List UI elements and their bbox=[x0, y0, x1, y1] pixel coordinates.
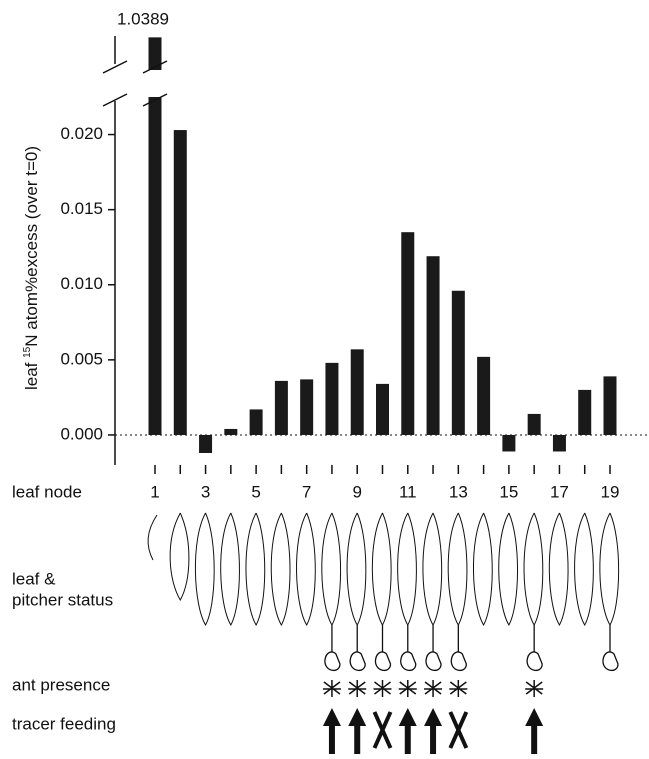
ant bbox=[525, 680, 544, 697]
x-tick-label: 5 bbox=[251, 482, 260, 501]
ant bbox=[398, 680, 417, 697]
leaf bbox=[346, 512, 367, 627]
bar bbox=[401, 232, 415, 435]
y-tick-label: 0.020 bbox=[60, 124, 103, 143]
bar bbox=[552, 434, 566, 452]
bar bbox=[527, 413, 541, 435]
leaf bbox=[574, 512, 594, 627]
pitcher bbox=[602, 625, 619, 671]
axis-break bbox=[102, 93, 128, 107]
pitcher bbox=[400, 625, 417, 671]
bar bbox=[376, 383, 389, 435]
x-tick-label: 9 bbox=[352, 482, 361, 501]
leaf bbox=[548, 512, 569, 627]
bar bbox=[199, 434, 213, 453]
pitcher bbox=[374, 625, 392, 671]
ant bbox=[373, 680, 392, 697]
leaf bbox=[245, 512, 266, 627]
axis-break bbox=[102, 60, 128, 74]
pitcher bbox=[349, 625, 366, 671]
ant-label: ant presence bbox=[12, 675, 110, 694]
ant bbox=[322, 680, 341, 697]
x-tick-label: 7 bbox=[302, 482, 311, 501]
x-tick-label: 15 bbox=[499, 482, 518, 501]
bar bbox=[451, 290, 465, 435]
value-label: 1.0389 bbox=[117, 9, 169, 28]
bar bbox=[603, 376, 617, 435]
bar bbox=[274, 380, 288, 435]
axis-break bbox=[142, 93, 168, 107]
x-tick-label: 13 bbox=[449, 482, 468, 501]
y-tick-label: 0.015 bbox=[60, 199, 103, 218]
bar bbox=[502, 434, 516, 452]
no-feeding bbox=[372, 711, 393, 749]
bar bbox=[350, 349, 364, 435]
status-label: leaf & bbox=[12, 569, 56, 588]
y-label-sup: 15 bbox=[22, 346, 33, 358]
bar-upper bbox=[148, 37, 162, 70]
leaf bbox=[169, 512, 190, 602]
y-axis-label: leaf 15N atom%excess (over t=0) bbox=[22, 146, 42, 390]
leaf bbox=[523, 512, 544, 627]
x-tick-label: 11 bbox=[399, 482, 417, 501]
leaf bbox=[397, 512, 417, 627]
leaf bbox=[321, 512, 342, 627]
bar bbox=[224, 428, 238, 435]
x-tick-label: 1 bbox=[150, 482, 159, 501]
bar bbox=[325, 362, 339, 435]
pitcher bbox=[324, 625, 341, 671]
leaf bbox=[270, 512, 291, 627]
ant bbox=[424, 680, 443, 697]
bar bbox=[173, 130, 187, 435]
status-label: pitcher status bbox=[12, 590, 113, 609]
leaf bbox=[371, 512, 392, 627]
x-axis-label: leaf node bbox=[12, 482, 82, 501]
pitcher bbox=[526, 625, 543, 671]
no-feeding bbox=[448, 711, 469, 749]
x-tick-label: 17 bbox=[550, 482, 569, 501]
leaf bbox=[599, 512, 620, 627]
ant bbox=[449, 680, 468, 697]
pitcher bbox=[450, 625, 467, 671]
leaf bbox=[447, 512, 468, 627]
pitcher bbox=[425, 625, 442, 671]
leaf bbox=[422, 512, 443, 627]
bar bbox=[300, 379, 314, 435]
bar bbox=[578, 389, 592, 435]
y-label-part: N atom%excess (over t=0) bbox=[22, 146, 41, 347]
bar bbox=[477, 356, 491, 435]
bar bbox=[426, 256, 440, 435]
ant bbox=[348, 680, 367, 697]
feeding-arrow bbox=[322, 708, 341, 754]
feeding-arrow bbox=[424, 708, 443, 754]
y-tick-label: 0.010 bbox=[60, 274, 103, 293]
leaf bbox=[296, 512, 316, 627]
leaf bbox=[194, 512, 215, 627]
leaf bbox=[498, 512, 518, 627]
feeding-label: tracer feeding bbox=[12, 714, 116, 733]
bar bbox=[148, 97, 162, 435]
y-tick-label: 0.000 bbox=[60, 424, 103, 443]
feeding-arrow bbox=[348, 708, 367, 754]
leaf bbox=[220, 512, 240, 627]
y-tick-label: 0.005 bbox=[60, 349, 103, 368]
x-tick-label: 3 bbox=[201, 482, 210, 501]
leaf bbox=[147, 514, 158, 561]
x-tick-label: 19 bbox=[601, 482, 620, 501]
feeding-arrow bbox=[525, 708, 544, 754]
axis-break bbox=[142, 60, 168, 74]
bar bbox=[249, 409, 263, 435]
feeding-arrow bbox=[398, 708, 417, 754]
y-label-part: leaf bbox=[22, 358, 41, 390]
leaf bbox=[472, 512, 493, 627]
